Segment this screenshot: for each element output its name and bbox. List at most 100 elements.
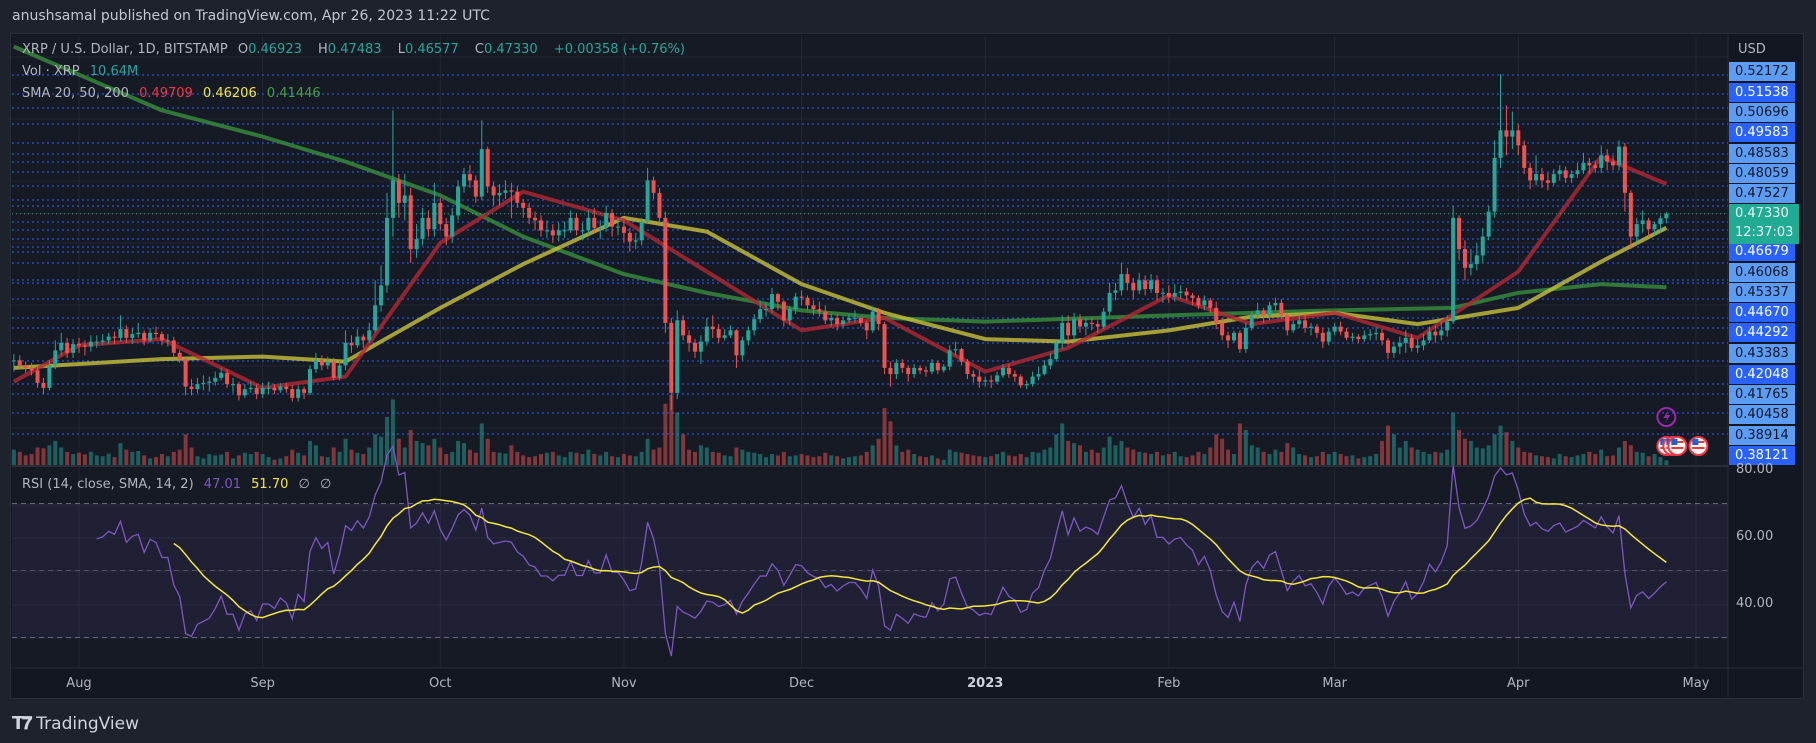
candle-body (882, 324, 887, 368)
volume-bar (29, 454, 34, 465)
footer-brand[interactable]: T𝟕 TradingView (12, 713, 139, 734)
candle-body (1385, 340, 1390, 353)
drawn-line-price-label: 0.48583 (1729, 144, 1795, 163)
volume-bar (296, 452, 301, 465)
volume-bar (1492, 434, 1497, 465)
candle-body (1474, 255, 1479, 265)
sma200-line (13, 44, 1667, 324)
candle-body (775, 294, 780, 302)
drawn-line-price-label: 0.49583 (1729, 123, 1795, 142)
drawn-line-price-label: 0.44292 (1729, 323, 1795, 342)
candle-body (1237, 332, 1242, 350)
candle-body (645, 180, 650, 222)
volume-bar (1273, 449, 1278, 465)
candle-body (124, 329, 129, 338)
volume-bar (740, 449, 745, 465)
candle-body (1368, 334, 1373, 336)
volume-bar (467, 449, 472, 465)
candle-body (1119, 274, 1124, 291)
candle-body (1374, 332, 1379, 335)
candle-body (538, 220, 543, 231)
candle-body (1403, 337, 1408, 343)
volume-bar (1474, 447, 1479, 465)
volume-bar (752, 452, 757, 465)
volume-bar (556, 455, 561, 465)
volume-bar (1083, 451, 1088, 465)
volume-bar (1006, 455, 1011, 465)
rsi-legend[interactable]: RSI (14, close, SMA, 14, 2) 47.01 51.70 … (22, 477, 337, 492)
candle-body (1131, 282, 1136, 291)
us-flag-stripe (1671, 447, 1684, 449)
volume-bar (242, 452, 247, 465)
symbol-legend[interactable]: XRP / U.S. Dollar, 1D, BITSTAMP O0.46923… (22, 42, 691, 57)
currency-label: USD (1738, 42, 1766, 57)
volume-bar (1255, 447, 1260, 465)
candle-body (148, 332, 153, 341)
volume-bar (1042, 449, 1047, 465)
candle-body (1599, 155, 1604, 168)
candle-body (752, 319, 757, 331)
candle-body (59, 342, 64, 351)
candle-body (1652, 224, 1657, 230)
volume-bar (207, 454, 212, 465)
candle-body (515, 191, 520, 203)
volume-bar (1356, 458, 1361, 465)
candle-body (521, 202, 526, 208)
sma-legend[interactable]: SMA 20, 50, 200 0.49709 0.46206 0.41446 (22, 86, 327, 101)
low-value: L0.46577 (397, 42, 459, 57)
time-axis-label: Feb (1157, 676, 1181, 691)
volume-bar (1403, 440, 1408, 465)
volume-bar (1137, 451, 1142, 465)
volume-bar (148, 458, 153, 465)
candle-body (817, 309, 822, 312)
candle-body (1012, 374, 1017, 377)
volume-legend[interactable]: Vol · XRP 10.64M (22, 64, 144, 79)
volume-bar (94, 455, 99, 465)
volume-bar (592, 454, 597, 465)
volume-bar (550, 451, 555, 465)
volume-bar (971, 455, 976, 465)
candle-body (1344, 331, 1349, 338)
candle-body (1314, 326, 1319, 333)
candle-body (171, 340, 176, 353)
candle-body (912, 367, 917, 375)
volume-bar (456, 440, 461, 465)
volume-bar (331, 447, 336, 465)
volume-bar (1498, 425, 1503, 465)
symbol-title[interactable]: XRP / U.S. Dollar, 1D, BITSTAMP (22, 42, 228, 57)
volume-bar (479, 423, 484, 465)
candle-body (894, 362, 899, 375)
candle-body (1587, 162, 1592, 166)
volume-bar (47, 445, 52, 465)
volume-bar (1060, 423, 1065, 465)
candle-body (1658, 218, 1663, 225)
current-price-label: 0.47330 12:37:03 (1729, 204, 1799, 244)
volume-bar (1237, 423, 1242, 465)
volume-bar (805, 455, 810, 465)
volume-bar (633, 456, 638, 465)
high-value: H0.47483 (318, 42, 382, 57)
volume-bar (1220, 438, 1225, 465)
candle-body (479, 149, 484, 197)
volume-bar (1119, 440, 1124, 465)
candle-body (313, 360, 318, 370)
volume-bar (722, 455, 727, 465)
candle-body (456, 186, 461, 216)
candle-body (604, 212, 609, 228)
volume-bar (142, 455, 147, 465)
volume-bar (728, 456, 733, 465)
candle-body (870, 311, 875, 331)
candle-body (1190, 295, 1195, 298)
volume-bar (929, 455, 934, 465)
volume-bar (965, 454, 970, 465)
candle-body (1202, 300, 1207, 306)
candle-body (361, 336, 366, 341)
time-axis-label: Aug (66, 676, 92, 691)
volume-bar (379, 436, 384, 465)
volume-bar (414, 440, 419, 465)
volume-bar (1528, 452, 1533, 465)
volume-bar (941, 459, 946, 465)
candle-body (47, 365, 52, 388)
volume-bar (1368, 456, 1373, 465)
